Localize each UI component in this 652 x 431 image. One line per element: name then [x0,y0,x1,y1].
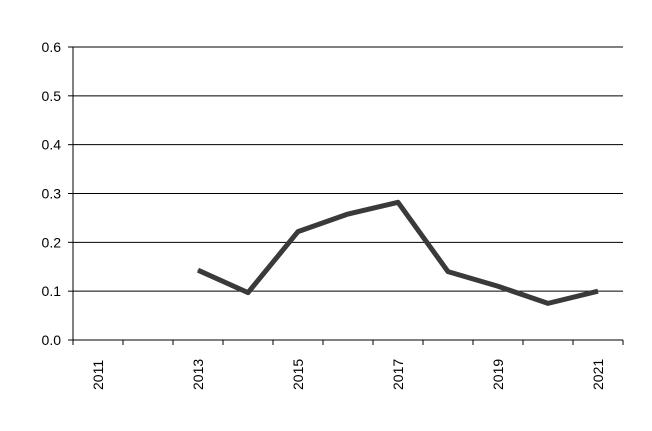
data-point-2021 [597,290,599,292]
x-tick-label: 2011 [90,360,106,390]
data-point-2016 [347,213,349,215]
x-tick-label: 2013 [190,359,206,390]
y-tick-label: 0.5 [42,88,62,104]
data-point-2017 [397,201,399,203]
y-tick-label: 0.0 [42,332,62,348]
gridlines [73,46,623,292]
series-line-0 [196,199,599,306]
y-tick-label: 0.2 [42,234,62,250]
data-point-2019 [497,285,499,287]
y-tick-label: 0.6 [42,39,62,55]
data-point-2018 [447,271,449,273]
y-tick-label: 0.3 [42,186,62,202]
series-layer [196,199,599,306]
x-axis-ticks: 2011 2013 2015 2017 2019 2021 [72,340,624,390]
y-axis-ticks: 0.0 0.1 0.2 0.3 0.4 0.5 0.6 [42,39,73,348]
x-tick-label: 2019 [490,359,506,390]
x-tick-label: 2021 [590,359,606,390]
data-point-2020 [547,302,549,304]
data-point-2013 [197,269,199,271]
y-tick-label: 0.1 [42,283,62,299]
data-point-2015 [297,231,299,233]
x-tick-label: 2017 [390,359,406,390]
data-point-2014 [247,292,249,294]
y-tick-label: 0.4 [42,137,62,153]
x-tick-label: 2015 [290,359,306,390]
